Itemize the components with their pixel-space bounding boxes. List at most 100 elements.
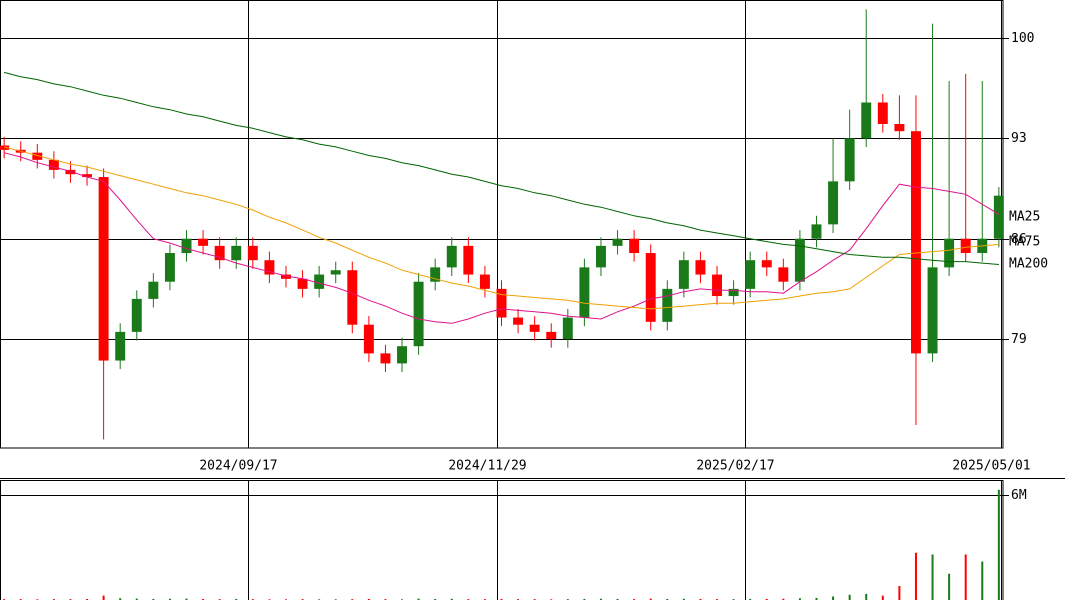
volume-bar bbox=[782, 598, 785, 600]
volume-bar bbox=[417, 598, 420, 600]
volume-bar bbox=[666, 598, 669, 600]
volume-bar bbox=[168, 598, 171, 600]
candle-body bbox=[347, 270, 358, 325]
candle-body bbox=[595, 245, 606, 268]
candle-body bbox=[645, 253, 656, 322]
candle-body bbox=[728, 288, 739, 297]
volume-bar bbox=[152, 598, 155, 600]
volume-bar bbox=[865, 593, 868, 600]
volume-bar bbox=[185, 598, 188, 600]
candle-body bbox=[98, 177, 109, 361]
volume-bar bbox=[500, 598, 503, 600]
volume-bar bbox=[832, 596, 835, 600]
candle-body bbox=[231, 245, 242, 261]
candle-body bbox=[546, 331, 557, 340]
ma-line bbox=[3, 146, 999, 310]
volume-bar bbox=[964, 554, 967, 600]
volume-tick-label: 6M bbox=[1011, 488, 1027, 503]
candle-body bbox=[513, 317, 524, 325]
volume-bar bbox=[914, 552, 917, 600]
candle-body bbox=[712, 274, 722, 297]
volume-bar bbox=[815, 597, 818, 600]
candle-body bbox=[430, 267, 441, 282]
candle-body bbox=[877, 102, 888, 125]
candle-body bbox=[993, 195, 1004, 239]
candle-body bbox=[330, 270, 341, 275]
volume-bar bbox=[102, 595, 105, 600]
candle-body bbox=[761, 260, 772, 268]
candle-body bbox=[894, 124, 905, 132]
candle-body bbox=[214, 245, 225, 261]
volume-bar bbox=[765, 598, 768, 600]
candle-body bbox=[115, 331, 126, 361]
volume-bar bbox=[682, 598, 685, 600]
candle-body bbox=[662, 288, 673, 322]
candle-body bbox=[48, 159, 59, 170]
volume-bar bbox=[367, 598, 370, 600]
x-tick-label: 2025/02/17 bbox=[696, 459, 774, 474]
candle-body bbox=[612, 238, 623, 246]
candle-body bbox=[0, 145, 10, 150]
candle-body bbox=[463, 245, 474, 275]
volume-bar bbox=[616, 598, 619, 600]
volume-bar bbox=[119, 598, 122, 600]
volume-bar bbox=[202, 598, 205, 600]
x-tick-label: 2024/11/29 bbox=[448, 459, 526, 474]
volume-bar bbox=[881, 595, 884, 600]
candle-body bbox=[148, 281, 159, 299]
candle-body bbox=[314, 274, 325, 289]
candle-body bbox=[944, 238, 955, 268]
y-tick-label: 79 bbox=[1011, 332, 1027, 347]
volume-bar bbox=[699, 598, 702, 600]
candle-body bbox=[65, 169, 76, 175]
legend-label: MA200 bbox=[1009, 257, 1048, 272]
legend-label: MA25 bbox=[1009, 210, 1040, 225]
volume-bar bbox=[599, 598, 602, 600]
candle-body bbox=[828, 181, 839, 225]
volume-frame bbox=[0, 480, 1004, 600]
candle-body bbox=[32, 152, 43, 160]
y-tick-label: 86 bbox=[1011, 232, 1027, 247]
volume-bar bbox=[898, 586, 901, 600]
candle-body bbox=[479, 274, 490, 289]
volume-bar bbox=[931, 554, 934, 600]
candle-body bbox=[927, 267, 938, 354]
candle-body bbox=[695, 260, 706, 275]
candle-body bbox=[281, 274, 291, 279]
candle-body bbox=[778, 267, 789, 282]
candle-body bbox=[264, 260, 275, 275]
volume-bar bbox=[235, 598, 238, 600]
y-tick-label: 93 bbox=[1011, 131, 1027, 146]
volume-bar bbox=[649, 598, 652, 600]
volume-bar bbox=[997, 489, 1000, 600]
candle-body bbox=[794, 238, 805, 282]
volume-bar bbox=[583, 598, 586, 600]
volume-bar bbox=[450, 598, 453, 600]
candle-body bbox=[247, 245, 258, 261]
candle-body bbox=[181, 238, 192, 254]
x-tick-label: 2025/05/01 bbox=[952, 459, 1030, 474]
candle-body bbox=[380, 353, 391, 364]
volume-bar bbox=[948, 573, 951, 600]
volume-bar bbox=[135, 598, 138, 600]
ma-line bbox=[3, 152, 1000, 324]
volume-bar bbox=[86, 598, 89, 600]
candle-body bbox=[363, 324, 374, 354]
candle-body bbox=[413, 281, 424, 347]
candle-body bbox=[811, 224, 822, 239]
candle-body bbox=[297, 278, 308, 289]
candle-body bbox=[629, 238, 640, 254]
volume-bar bbox=[848, 594, 851, 600]
candle-body bbox=[960, 238, 971, 254]
y-tick-label: 100 bbox=[1011, 31, 1034, 46]
candle-body bbox=[496, 288, 507, 318]
candle-body bbox=[131, 298, 142, 332]
candle-body bbox=[397, 346, 408, 364]
legend-label: MA75 bbox=[1009, 235, 1040, 250]
x-tick-label: 2024/09/17 bbox=[199, 459, 277, 474]
candle-body bbox=[198, 238, 209, 246]
volume-bar bbox=[434, 598, 437, 600]
ma-line bbox=[3, 71, 999, 265]
volume-bar bbox=[749, 598, 752, 600]
candle-body bbox=[861, 102, 872, 139]
